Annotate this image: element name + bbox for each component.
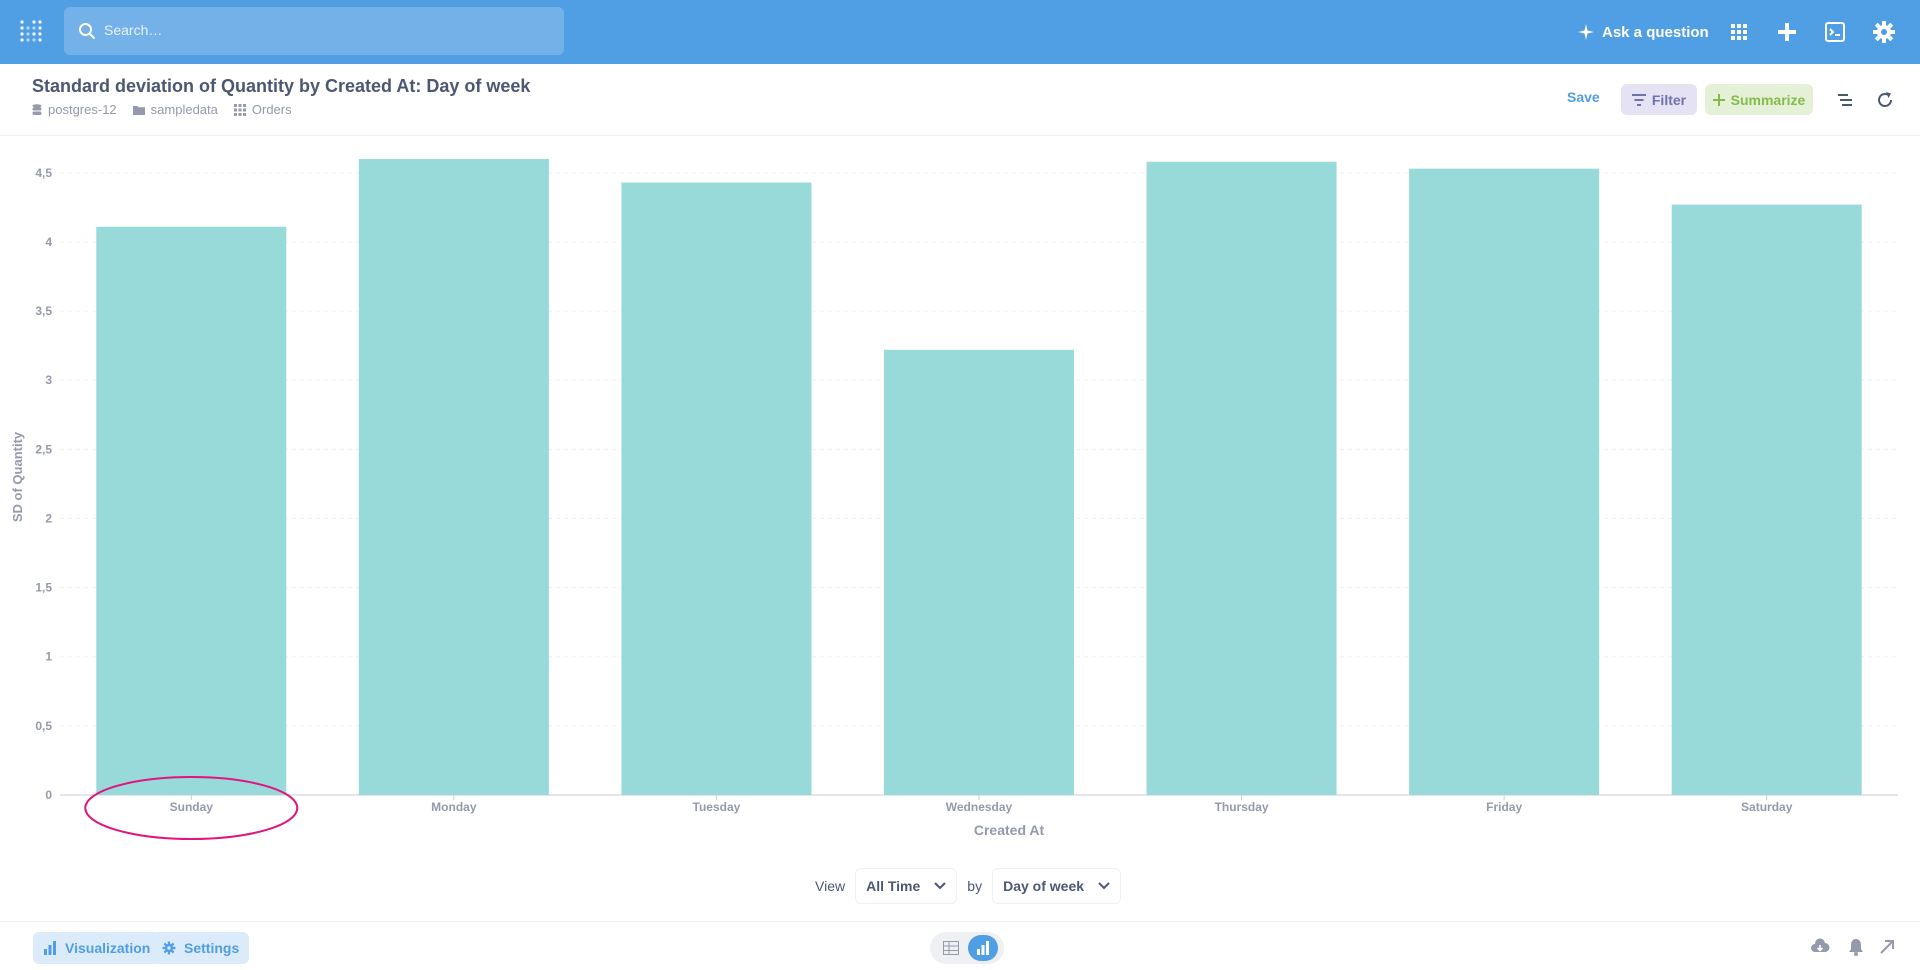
breadcrumb-table-label: Orders xyxy=(251,102,292,117)
refresh-icon[interactable] xyxy=(1875,90,1895,110)
sql-editor-icon[interactable] xyxy=(1823,20,1847,44)
search-box[interactable]: Search… xyxy=(64,7,564,55)
bar-friday xyxy=(1409,168,1600,796)
time-period-select[interactable]: All Time xyxy=(855,868,958,904)
visualization-button[interactable]: Visualization xyxy=(33,932,161,964)
x-axis-label: Created At xyxy=(974,822,1045,838)
sparkle-icon xyxy=(1578,24,1594,40)
apps-grid-icon[interactable] xyxy=(1727,20,1751,44)
breadcrumb-schema[interactable]: sampledata xyxy=(132,102,218,117)
breadcrumb: postgres-12 sampledata Orders xyxy=(32,102,292,117)
bar-chart-icon xyxy=(977,941,989,955)
y-tick-label: 1 xyxy=(45,650,52,664)
y-tick-label: 1,5 xyxy=(35,581,52,595)
y-tick-label: 3,5 xyxy=(35,304,52,318)
breadcrumb-database[interactable]: postgres-12 xyxy=(32,102,117,117)
by-label: by xyxy=(967,878,983,894)
y-tick-label: 2 xyxy=(45,511,52,525)
breadcrumb-table[interactable]: Orders xyxy=(233,102,292,117)
bar-tuesday xyxy=(621,182,812,796)
bell-icon[interactable] xyxy=(1846,937,1866,957)
x-tick-label: Saturday xyxy=(1741,800,1793,814)
table-icon xyxy=(943,941,959,955)
page-title: Standard deviation of Quantity by Create… xyxy=(32,76,531,96)
search-input[interactable]: Search… xyxy=(104,22,163,38)
save-button[interactable]: Save xyxy=(1567,89,1600,105)
bar-sunday xyxy=(96,226,287,796)
settings-button[interactable]: Settings xyxy=(152,932,250,964)
download-icon[interactable] xyxy=(1810,937,1830,957)
question-header: Standard deviation of Quantity by Create… xyxy=(0,64,1920,136)
grouping-select[interactable]: Day of week xyxy=(992,868,1122,904)
x-tick-label: Wednesday xyxy=(946,800,1013,814)
gear-icon[interactable] xyxy=(1872,20,1896,44)
table-view-toggle[interactable] xyxy=(936,935,966,961)
y-tick-label: 3 xyxy=(45,373,52,387)
bar-chart: 0 0,5 1 1,5 2 2,5 3 3,5 4 4,5 Sunday Monday Tuesday W… xyxy=(10,159,1898,840)
summarize-label: Summarize xyxy=(1730,91,1806,108)
summarize-button[interactable]: Summarize xyxy=(1705,84,1813,115)
y-axis-label: SD of Quantity xyxy=(10,431,25,522)
bar-wednesday xyxy=(884,349,1074,795)
chevron-down-icon xyxy=(934,882,947,890)
filter-label: Filter xyxy=(1651,91,1687,108)
bar-saturday xyxy=(1671,204,1862,795)
x-tick-label: Tuesday xyxy=(693,800,741,814)
y-tick-label: 4 xyxy=(45,235,52,249)
metabase-logo-icon[interactable] xyxy=(18,18,46,46)
x-tick-label: Friday xyxy=(1486,800,1522,814)
y-tick-label: 4,5 xyxy=(35,166,52,180)
filter-button[interactable]: Filter xyxy=(1621,84,1697,115)
chevron-down-icon xyxy=(1098,882,1110,890)
folder-icon xyxy=(132,105,145,115)
search-icon xyxy=(79,23,95,39)
visualization-label: Visualization xyxy=(65,940,151,956)
bar-monday xyxy=(358,159,549,795)
breadcrumb-schema-label: sampledata xyxy=(150,102,218,117)
database-icon xyxy=(32,103,42,115)
grouping-value: Day of week xyxy=(1003,878,1085,894)
y-tick-label: 2,5 xyxy=(35,442,52,456)
ask-question-label: Ask a question xyxy=(1602,23,1709,41)
top-nav: Search… Ask a question xyxy=(0,0,1920,64)
gear-icon xyxy=(162,941,176,955)
x-tick-label: Sunday xyxy=(170,800,214,814)
expand-icon[interactable] xyxy=(1877,937,1897,957)
table-grid-icon xyxy=(233,103,246,116)
bar-chart-icon xyxy=(44,941,56,955)
plus-icon[interactable] xyxy=(1775,20,1799,44)
x-tick-label: Thursday xyxy=(1215,800,1269,814)
plus-icon xyxy=(1712,93,1725,106)
breadcrumb-database-label: postgres-12 xyxy=(48,102,117,117)
notebook-editor-icon[interactable] xyxy=(1836,90,1856,110)
x-tick-label: Monday xyxy=(431,800,477,814)
time-grouping-row: View All Time by Day of week xyxy=(815,868,1122,904)
view-label: View xyxy=(815,878,846,894)
bar-thursday xyxy=(1146,161,1337,796)
settings-label: Settings xyxy=(184,940,240,956)
footer-bar: Visualization Settings xyxy=(0,921,1920,970)
y-tick-label: 0 xyxy=(45,788,52,802)
chart-view-toggle[interactable] xyxy=(968,935,998,961)
filter-icon xyxy=(1631,93,1646,106)
ask-question-button[interactable]: Ask a question xyxy=(1578,20,1709,44)
highlight-circle xyxy=(84,776,299,840)
view-toggle xyxy=(930,932,1004,964)
y-tick-label: 0,5 xyxy=(35,719,52,733)
time-period-value: All Time xyxy=(866,878,921,894)
